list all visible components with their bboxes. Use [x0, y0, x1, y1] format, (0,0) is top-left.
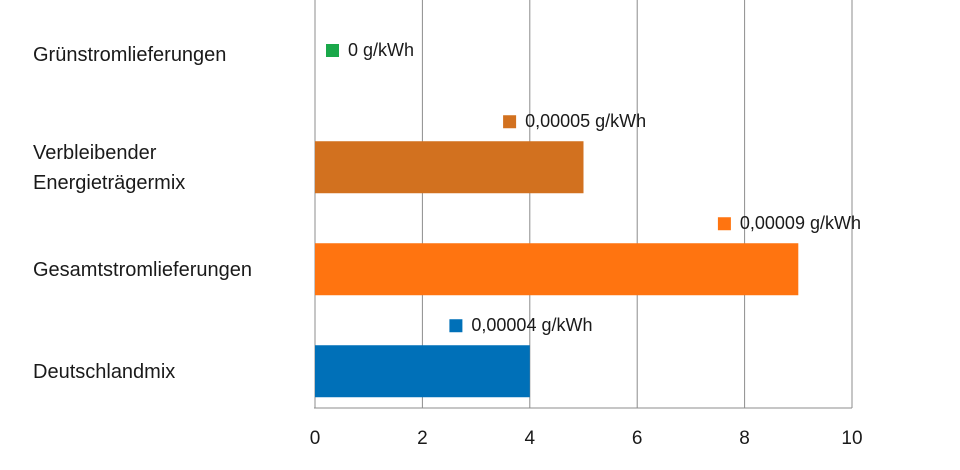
- bars: [315, 141, 799, 398]
- category-label-2: Gesamtstromlieferungen: [33, 259, 252, 281]
- data-label-0: 0 g/kWh: [348, 40, 414, 60]
- category-label-1: Verbleibender Energieträgermix: [33, 142, 185, 194]
- x-tick-label-4: 4: [525, 428, 536, 449]
- grid-lines: [314, 0, 853, 409]
- data-label-key-2: [717, 217, 731, 231]
- data-label-2: 0,00009 g/kWh: [740, 213, 861, 233]
- x-tick-label-10: 10: [841, 428, 862, 449]
- data-label-key-0: [326, 44, 339, 57]
- x-tick-label-2: 2: [417, 428, 428, 449]
- bar-1: [315, 141, 584, 194]
- x-tick-label-8: 8: [739, 428, 750, 449]
- category-label-3: Deutschlandmix: [33, 361, 175, 383]
- bar-2: [315, 243, 799, 296]
- data-label-key-1: [503, 115, 517, 129]
- data-label-key-3: [449, 319, 463, 333]
- data-label-1: 0,00005 g/kWh: [525, 111, 646, 131]
- x-tick-label-0: 0: [310, 428, 321, 449]
- category-labels: Grünstromlieferungen Verbleibender Energie…: [33, 44, 252, 383]
- data-labels: 0 g/kWh 0,00005 g/kWh 0,00009 g/kWh 0,00004…: [326, 40, 861, 335]
- x-tick-labels: 0 2 4 6 8 10: [310, 428, 863, 449]
- category-label-0: Grünstromlieferungen: [33, 44, 226, 66]
- data-label-3: 0,00004 g/kWh: [471, 315, 592, 335]
- x-tick-label-6: 6: [632, 428, 643, 449]
- bar-3: [315, 345, 530, 398]
